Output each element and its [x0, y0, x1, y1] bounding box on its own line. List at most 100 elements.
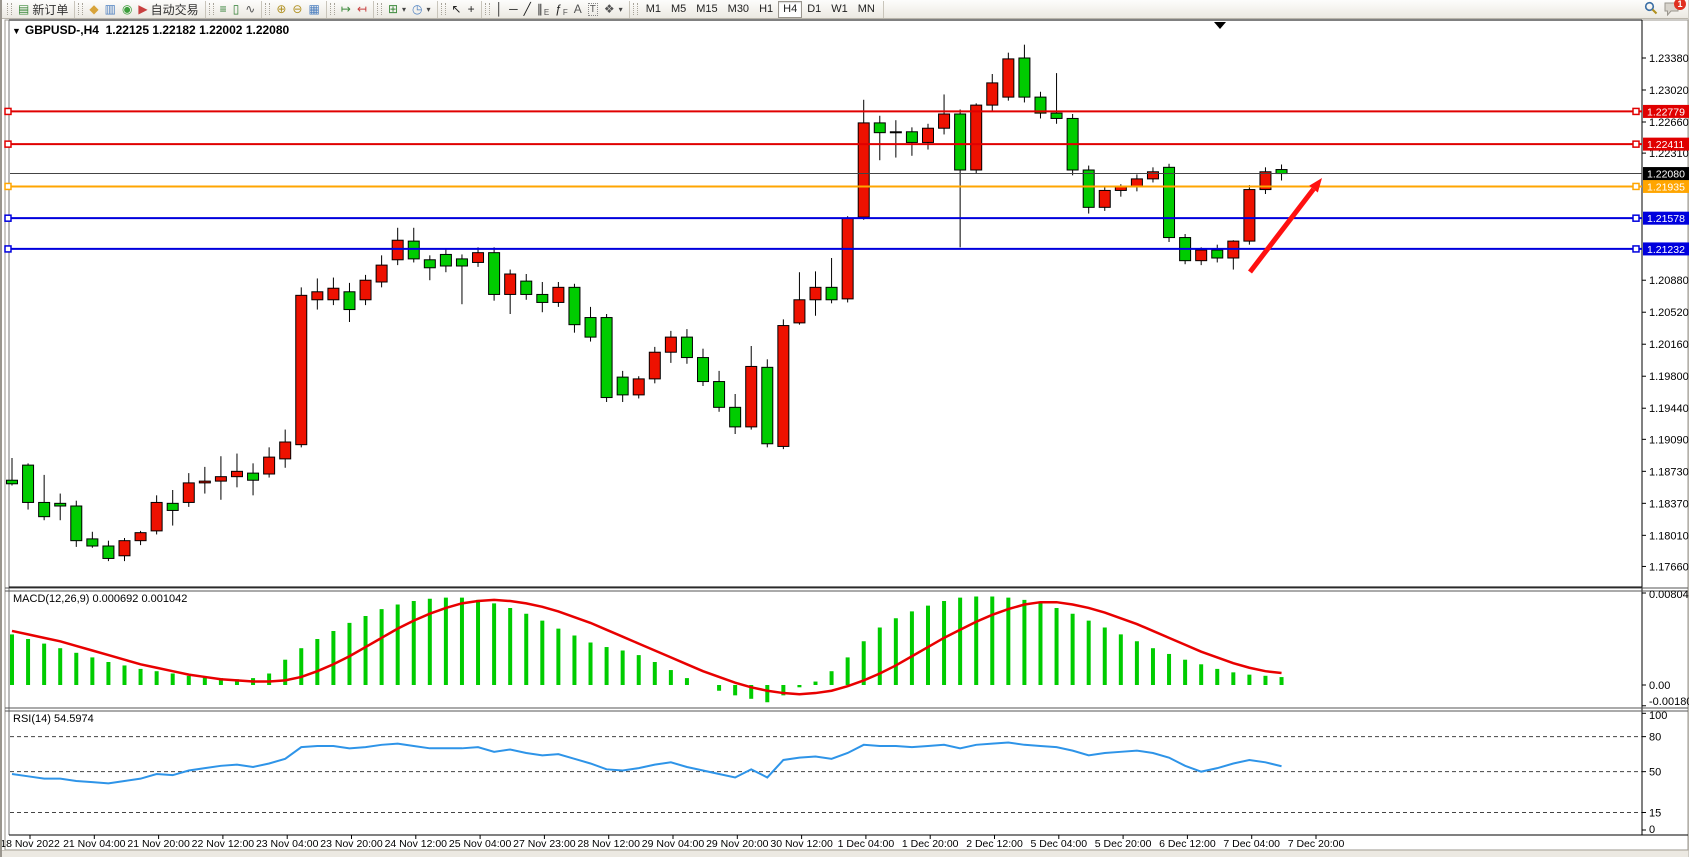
equidistant-channel-button[interactable]: ∥ E — [534, 1, 552, 17]
line-chart-icon: ∿ — [245, 2, 256, 16]
candle-up — [375, 264, 388, 283]
toolbar-group-trade: ▤ 新订单 — [4, 0, 76, 18]
new-order-button[interactable]: ▤ 新订单 — [15, 1, 71, 17]
autotrading-button[interactable]: ▶ 自动交易 — [135, 1, 201, 17]
candle-up — [1098, 189, 1111, 208]
zoom-out-button[interactable]: ⊖ — [289, 1, 305, 17]
candle-up — [327, 287, 340, 301]
timeframe-h4[interactable]: H4 — [778, 0, 803, 18]
svg-text:1.23380: 1.23380 — [1649, 53, 1689, 65]
chart-shift-marker-icon[interactable] — [1214, 22, 1226, 29]
hline-handle[interactable] — [1632, 182, 1640, 191]
candle-down — [455, 258, 468, 267]
svg-text:1.20160: 1.20160 — [1649, 339, 1689, 351]
svg-text:1.18010: 1.18010 — [1649, 530, 1689, 542]
line-chart-button[interactable]: ∿ — [242, 1, 258, 17]
text-icon: A — [573, 2, 582, 16]
crosshair-button[interactable]: + — [465, 1, 478, 17]
timeframe-m30[interactable]: M30 — [727, 2, 750, 15]
timeframe-m5[interactable]: M5 — [670, 2, 687, 15]
hline-handle[interactable] — [4, 182, 12, 191]
candle-down — [1163, 166, 1176, 239]
hline-support-1[interactable]: 1.21578 — [4, 211, 1689, 226]
zoom-in-button[interactable]: ⊕ — [273, 1, 289, 17]
text-button[interactable]: A — [571, 1, 585, 17]
candle-down — [423, 259, 436, 269]
candle-down — [166, 502, 179, 511]
hline-handle[interactable] — [4, 214, 12, 222]
candle-down — [407, 240, 420, 260]
svg-text:1.21232: 1.21232 — [1647, 244, 1685, 256]
hline-resistance-2[interactable]: 1.22411 — [4, 137, 1689, 152]
hline-price-tag — [1643, 242, 1689, 256]
candle-down — [954, 113, 967, 171]
chart-title[interactable]: ▼ GBPUSD-,H4 1.22125 1.22182 1.22002 1.22… — [12, 23, 289, 37]
candle-up — [889, 131, 902, 134]
svg-text:1.19440: 1.19440 — [1649, 403, 1689, 415]
toolbar-group-chart-type: ≡ ▯ ∿ — [206, 0, 263, 18]
hline-handle[interactable] — [4, 107, 12, 116]
auto-scroll-icon: ↦ — [340, 2, 351, 16]
icon-subscript: F — [562, 8, 568, 17]
new-chart-icon: ⊞ — [387, 2, 399, 16]
candle-up — [134, 532, 147, 542]
timeframe-d1[interactable]: D1 — [807, 2, 822, 15]
time-axis[interactable]: 18 Nov 2022 21 Nov 04:00 21 Nov 20:00 22 No… — [2, 835, 1344, 850]
notifications-icon[interactable]: 1 — [1664, 0, 1686, 17]
fibonacci-icon: ƒ — [555, 2, 562, 16]
tile-windows-icon: ▦ — [308, 2, 320, 16]
hline-pivot[interactable]: 1.21935 — [4, 179, 1689, 194]
tile-windows-button[interactable]: ▦ — [305, 1, 322, 17]
text-label-icon: T — [587, 2, 598, 16]
timeframe-m1[interactable]: M1 — [645, 2, 661, 15]
hline-resistance-1[interactable]: 1.22779 — [4, 104, 1689, 119]
hline-handle[interactable] — [1632, 107, 1640, 116]
candle-down — [905, 131, 918, 143]
candle-up — [648, 351, 661, 380]
hline-handle[interactable] — [4, 245, 12, 253]
timeframe-w1[interactable]: W1 — [831, 2, 848, 15]
hline-handle[interactable] — [1632, 245, 1640, 253]
equidistant-channel-icon: ∥ — [536, 2, 543, 16]
trendline-button[interactable]: ╱ — [521, 1, 534, 17]
timeframe-mn[interactable]: MN — [857, 2, 875, 15]
candle-up — [970, 104, 983, 171]
candle-down — [713, 381, 726, 408]
vertical-line-button[interactable]: │ — [493, 1, 507, 17]
chart-canvas[interactable]: 1.23380 1.23020 1.22660 1.22310 1.20880 1.205… — [2, 19, 1689, 857]
timeframe-m15[interactable]: M15 — [696, 2, 718, 15]
hline-handle[interactable] — [1632, 214, 1640, 222]
svg-text:50: 50 — [1649, 767, 1661, 779]
notification-badge: 1 — [1674, 0, 1686, 10]
candle-down — [1050, 112, 1063, 119]
timeframe-h1[interactable]: H1 — [759, 2, 774, 15]
hline-handle[interactable] — [1632, 140, 1640, 148]
chart-shift-button[interactable]: ↤ — [354, 1, 370, 17]
search-icon[interactable] — [1644, 1, 1658, 18]
market-watch-button[interactable]: ▥ — [102, 1, 119, 17]
macd-axis: 0.008043 0.00 -0.001807 — [1642, 589, 1689, 708]
arrow-annotation[interactable] — [1248, 178, 1322, 274]
data-window-button[interactable]: ◉ — [119, 1, 135, 17]
hline-support-2[interactable]: 1.21232 — [4, 242, 1689, 256]
arrows-icon: ❖ — [603, 2, 615, 16]
candlestick-chart-button[interactable]: ▯ — [230, 1, 243, 17]
horizontal-line-button[interactable]: ─ — [506, 1, 521, 17]
hline-handle[interactable] — [4, 140, 12, 148]
svg-text:1.22310: 1.22310 — [1649, 148, 1689, 160]
arrows-button[interactable]: ❖ ▾ — [601, 1, 626, 17]
price-axis[interactable]: 1.23380 1.23020 1.22660 1.22310 1.20880 1.205… — [1642, 53, 1689, 573]
auto-scroll-button[interactable]: ↦ — [338, 1, 354, 17]
text-label-button[interactable]: T — [585, 1, 601, 17]
new-chart-button[interactable]: ⊞ ▾ — [385, 1, 409, 17]
vertical-line-icon: │ — [495, 2, 504, 16]
svg-text:1 Dec 04:00: 1 Dec 04:00 — [838, 838, 895, 850]
cursor-button[interactable]: ↖ — [449, 1, 465, 17]
bar-chart-button[interactable]: ≡ — [217, 1, 230, 17]
profiles-button[interactable]: ◷ ▾ — [409, 1, 434, 17]
svg-text:29 Nov 04:00: 29 Nov 04:00 — [642, 838, 705, 850]
svg-text:27 Nov 23:00: 27 Nov 23:00 — [513, 838, 576, 850]
indicator-list-button[interactable]: ◆ — [86, 1, 101, 17]
